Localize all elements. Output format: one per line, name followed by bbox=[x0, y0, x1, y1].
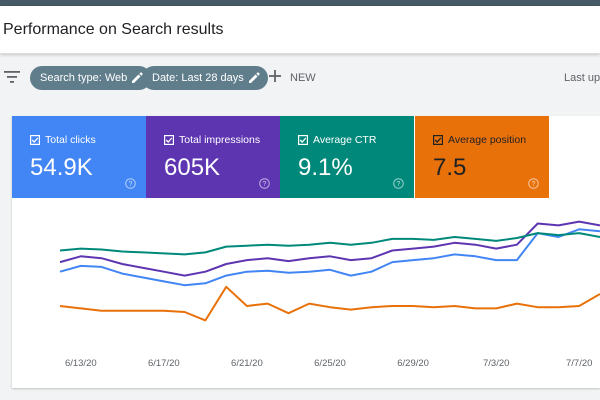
new-filter-button[interactable]: NEW bbox=[268, 66, 316, 90]
page-header: Performance on Search results bbox=[0, 6, 600, 54]
x-tick-label: 6/21/20 bbox=[231, 358, 263, 369]
series-line-position bbox=[59, 285, 600, 322]
metric-tile-total-clicks[interactable]: Total clicks 54.9K? bbox=[12, 116, 146, 198]
last-updated-text: Last up bbox=[564, 72, 600, 84]
svg-text:?: ? bbox=[397, 181, 401, 188]
metric-label: Average position bbox=[448, 134, 527, 146]
help-circle-icon[interactable]: ? bbox=[393, 178, 404, 189]
metric-label: Total impressions bbox=[179, 134, 261, 146]
top-color-bar bbox=[0, 0, 600, 6]
metric-label: Total clicks bbox=[45, 134, 96, 146]
metric-tile-average-position[interactable]: Average position 7.5? bbox=[415, 116, 549, 198]
search-type-chip-label: Search type: Web bbox=[40, 72, 128, 84]
svg-text:?: ? bbox=[129, 181, 133, 188]
x-tick-label: 7/7/20 bbox=[566, 358, 592, 369]
series-line-clicks bbox=[59, 228, 600, 287]
x-tick-label: 6/25/20 bbox=[314, 358, 346, 369]
checkbox-checked-icon[interactable] bbox=[433, 135, 443, 145]
series-line-impressions bbox=[59, 220, 600, 277]
metric-value: 605K bbox=[164, 154, 221, 181]
checkbox-checked-icon[interactable] bbox=[298, 135, 308, 145]
metric-value: 7.5 bbox=[433, 154, 467, 181]
plus-icon bbox=[269, 70, 281, 82]
metric-tile-total-impressions[interactable]: Total impressions 605K? bbox=[146, 116, 280, 198]
performance-chart: 6/13/20 6/17/20 6/21/20 6/25/20 6/29/20 7/3/2… bbox=[59, 220, 600, 369]
metric-value: 54.9K bbox=[30, 154, 93, 181]
x-tick-label: 6/17/20 bbox=[148, 358, 180, 369]
svg-text:?: ? bbox=[263, 181, 267, 188]
date-filter-chip[interactable]: Date: Last 28 days bbox=[142, 66, 268, 90]
performance-card: Total clicks 54.9K? Total impressions 605K?… bbox=[12, 116, 600, 388]
checkbox-checked-icon[interactable] bbox=[30, 135, 40, 145]
new-filter-label: NEW bbox=[290, 72, 316, 84]
x-tick-label: 7/3/20 bbox=[483, 358, 509, 369]
metric-label: Average CTR bbox=[313, 134, 377, 146]
x-tick-label: 6/29/20 bbox=[397, 358, 429, 369]
help-circle-icon[interactable]: ? bbox=[259, 178, 270, 189]
series-line-ctr bbox=[59, 232, 600, 256]
help-circle-icon[interactable]: ? bbox=[125, 178, 136, 189]
date-chip-label: Date: Last 28 days bbox=[152, 72, 244, 84]
checkbox-checked-icon[interactable] bbox=[164, 135, 174, 145]
filter-icon[interactable] bbox=[4, 70, 20, 84]
filter-bar: Search type: Web Date: Last 28 days NEW … bbox=[0, 54, 600, 102]
search-type-filter-chip[interactable]: Search type: Web bbox=[30, 66, 152, 90]
pencil-icon[interactable] bbox=[248, 72, 260, 84]
page-title: Performance on Search results bbox=[3, 21, 224, 38]
metric-value: 9.1% bbox=[298, 154, 353, 181]
help-circle-icon[interactable]: ? bbox=[528, 178, 539, 189]
x-tick-label: 6/13/20 bbox=[65, 358, 97, 369]
svg-text:?: ? bbox=[532, 181, 536, 188]
metric-tile-average-ctr[interactable]: Average CTR 9.1%? bbox=[280, 116, 414, 198]
